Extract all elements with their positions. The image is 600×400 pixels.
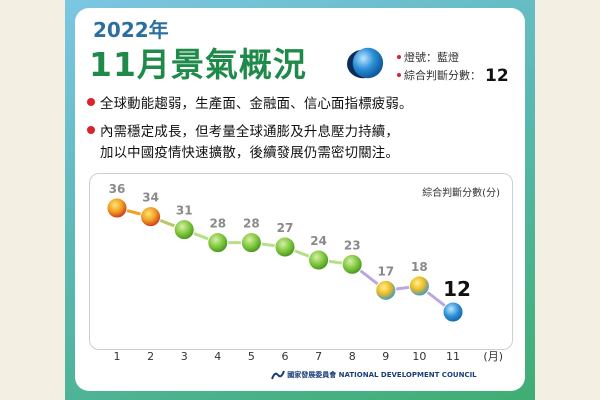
x-tick-label: 9	[382, 350, 389, 363]
x-tick-label: 5	[248, 350, 255, 363]
data-point-green-light	[274, 236, 296, 258]
page-title: 11月景氣概況	[89, 45, 307, 84]
bullet-global: 全球動能趨弱，生產面、金融面、信心面指標疲弱。	[87, 94, 413, 115]
ndc-logo-icon	[271, 370, 285, 380]
data-point-green-light	[240, 232, 262, 254]
x-tick-label: 4	[214, 350, 221, 363]
data-label: 17	[377, 264, 394, 278]
data-point-yellow-blue-light	[375, 279, 397, 301]
infographic-card: 2022年 11月景氣概況 燈號：藍燈 綜合判斷分數： 12 全球動能趨弱，生產面…	[75, 8, 525, 391]
data-point-green-light	[207, 232, 229, 254]
x-tick-label: 6	[282, 350, 289, 363]
chart-panel	[89, 173, 513, 350]
data-point-yellow-red-light	[106, 197, 128, 219]
bullet-dot-icon	[87, 126, 95, 134]
data-label: 18	[411, 260, 428, 274]
data-label: 34	[142, 191, 159, 205]
data-label: 27	[277, 221, 294, 235]
data-label: 24	[310, 234, 327, 248]
x-axis-unit-label: (月)	[483, 350, 503, 363]
data-label: 12	[443, 277, 471, 301]
bullet-domestic: 內需穩定成長，但考量全球通膨及升息壓力持續，	[87, 122, 399, 143]
data-point-green-light	[308, 249, 330, 271]
ndc-logo: 國家發展委員會 NATIONAL DEVELOPMENT COUNCIL	[271, 369, 477, 381]
x-tick-label: 3	[181, 350, 188, 363]
light-status: 燈號：藍燈	[397, 49, 459, 65]
data-label: 28	[209, 217, 226, 231]
score-value: 12	[485, 66, 509, 86]
x-tick-label: 11	[446, 350, 460, 363]
data-point-yellow-blue-light	[408, 275, 430, 297]
data-label: 31	[176, 204, 193, 218]
x-tick-label: 7	[315, 350, 322, 363]
data-label: 23	[344, 238, 361, 252]
x-tick-label: 8	[349, 350, 356, 363]
bullet-dot-icon	[87, 98, 95, 106]
x-tick-label: 2	[147, 350, 154, 363]
data-point-green-light	[341, 253, 363, 275]
y-axis-label: 綜合判斷分數(分)	[422, 186, 500, 199]
bullet-domestic-continued: 加以中國疫情快速擴散，後續發展仍需密切關注。	[100, 146, 399, 161]
data-label: 28	[243, 217, 260, 231]
data-point-blue-light	[442, 301, 464, 323]
year-label: 2022年	[93, 18, 169, 42]
data-point-green-light	[173, 219, 195, 241]
data-point-yellow-red-light	[140, 206, 162, 228]
blue-light-icon	[347, 47, 384, 79]
data-label: 36	[109, 182, 126, 196]
x-tick-label: 1	[114, 350, 121, 363]
score-status: 綜合判斷分數： 12	[397, 66, 509, 86]
x-tick-label: 10	[412, 350, 426, 363]
